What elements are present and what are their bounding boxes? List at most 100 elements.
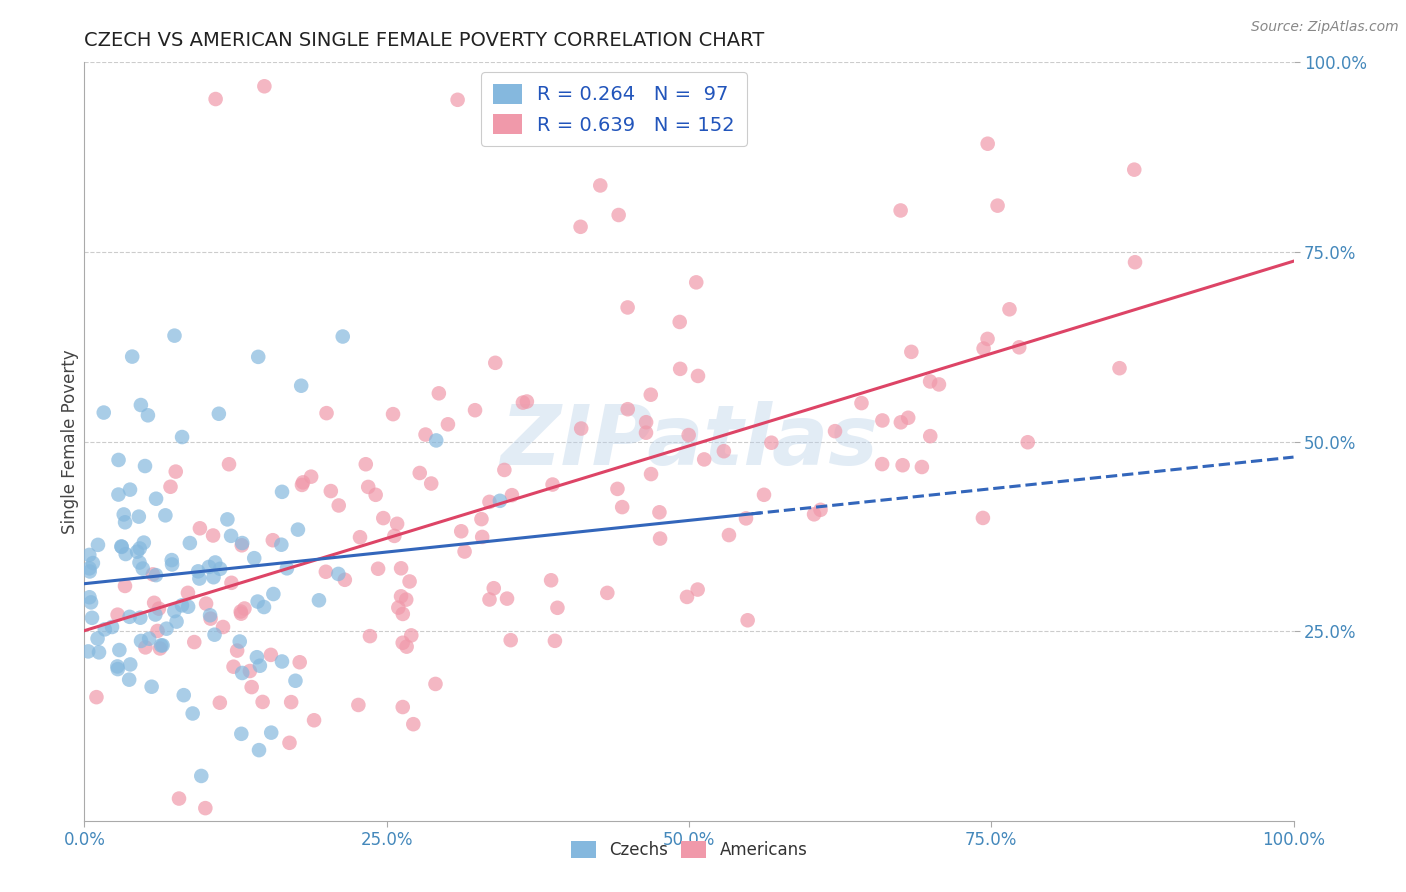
Point: [167, 791, 190, 805]
Point: [121, 350, 143, 364]
Point: [292, 475, 315, 490]
Point: [347, 698, 370, 712]
Point: [114, 547, 136, 561]
Point: [389, 561, 412, 575]
Point: [302, 713, 325, 727]
Point: [260, 725, 283, 739]
Point: [107, 607, 129, 622]
Point: [150, 639, 173, 653]
Point: [231, 538, 253, 552]
Point: [222, 659, 245, 673]
Point: [501, 488, 523, 502]
Point: [229, 607, 252, 621]
Point: [920, 429, 942, 443]
Point: [478, 592, 501, 607]
Point: [80, 611, 103, 625]
Point: [761, 435, 783, 450]
Point: [398, 574, 420, 589]
Point: [233, 601, 256, 615]
Point: [541, 477, 564, 491]
Point: [243, 551, 266, 566]
Point: [928, 377, 950, 392]
Point: [141, 680, 163, 694]
Point: [717, 528, 740, 542]
Point: [260, 648, 283, 662]
Point: [208, 696, 231, 710]
Point: [1017, 435, 1039, 450]
Point: [668, 315, 690, 329]
Point: [693, 452, 716, 467]
Point: [713, 444, 735, 458]
Point: [402, 717, 425, 731]
Point: [86, 690, 108, 705]
Text: Source: ZipAtlas.com: Source: ZipAtlas.com: [1251, 20, 1399, 34]
Point: [735, 511, 758, 525]
Point: [79, 591, 101, 605]
Point: [128, 541, 150, 556]
Point: [101, 620, 124, 634]
Point: [187, 565, 209, 579]
Point: [851, 396, 873, 410]
Point: [218, 457, 240, 471]
Point: [911, 460, 934, 475]
Point: [114, 579, 136, 593]
Point: [359, 629, 381, 643]
Point: [385, 516, 408, 531]
Point: [976, 332, 998, 346]
Point: [118, 610, 141, 624]
Point: [482, 581, 505, 595]
Point: [79, 548, 101, 562]
Point: [616, 301, 638, 315]
Point: [155, 622, 177, 636]
Point: [516, 394, 538, 409]
Point: [686, 582, 709, 597]
Point: [253, 79, 276, 94]
Point: [384, 529, 406, 543]
Point: [616, 402, 638, 417]
Point: [190, 769, 212, 783]
Point: [890, 415, 912, 429]
Point: [453, 544, 475, 558]
Point: [239, 664, 262, 678]
Point: [391, 700, 413, 714]
Point: [129, 634, 152, 648]
Point: [357, 480, 380, 494]
Point: [152, 639, 174, 653]
Point: [132, 535, 155, 549]
Point: [333, 573, 356, 587]
Point: [132, 561, 155, 575]
Point: [107, 453, 129, 467]
Text: CZECH VS AMERICAN SINGLE FEMALE POVERTY CORRELATION CHART: CZECH VS AMERICAN SINGLE FEMALE POVERTY …: [84, 30, 765, 50]
Point: [129, 398, 152, 412]
Point: [478, 495, 501, 509]
Point: [202, 570, 225, 584]
Point: [364, 488, 387, 502]
Point: [271, 655, 294, 669]
Point: [82, 556, 104, 570]
Point: [195, 597, 218, 611]
Point: [1108, 361, 1130, 376]
Point: [226, 643, 249, 657]
Point: [80, 595, 103, 609]
Point: [79, 561, 101, 575]
Point: [217, 512, 239, 526]
Point: [79, 565, 101, 579]
Point: [204, 92, 226, 106]
Point: [87, 538, 110, 552]
Point: [262, 587, 284, 601]
Point: [499, 633, 522, 648]
Point: [159, 480, 181, 494]
Point: [367, 562, 389, 576]
Legend: Czechs, Americans: Czechs, Americans: [564, 834, 814, 865]
Point: [93, 406, 115, 420]
Point: [1123, 255, 1146, 269]
Point: [328, 566, 350, 581]
Point: [420, 476, 443, 491]
Point: [278, 736, 301, 750]
Point: [247, 350, 270, 364]
Point: [824, 424, 846, 438]
Point: [231, 727, 253, 741]
Y-axis label: Single Female Poverty: Single Female Poverty: [62, 350, 80, 533]
Point: [120, 657, 142, 672]
Point: [425, 677, 447, 691]
